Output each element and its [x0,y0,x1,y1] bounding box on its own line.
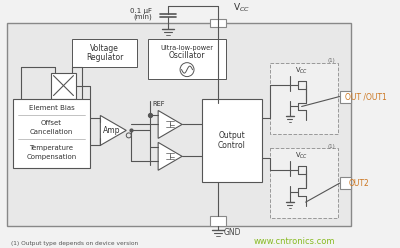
Bar [148,39,226,79]
Text: (min): (min) [134,14,152,20]
Text: Regulator: Regulator [86,53,124,62]
Polygon shape [100,116,126,145]
Bar [340,177,352,189]
Text: Temperature: Temperature [30,145,74,151]
Text: GND: GND [223,228,241,237]
Bar [50,73,76,98]
Text: Output: Output [218,131,245,140]
Text: (1): (1) [328,144,336,149]
Bar [210,216,226,226]
Text: 0.1 μF: 0.1 μF [130,8,152,14]
Text: Element Bias: Element Bias [29,105,74,112]
Text: Oscillator: Oscillator [169,51,205,60]
Bar [210,19,226,27]
Bar [270,148,338,218]
Bar [72,39,137,67]
Text: REF: REF [152,100,165,106]
Polygon shape [158,142,182,170]
Text: Offset: Offset [41,121,62,126]
Text: Cancellation: Cancellation [30,129,73,135]
Text: Voltage: Voltage [90,44,119,53]
Text: Amp: Amp [102,126,120,135]
Bar [7,23,352,226]
Bar [202,98,262,182]
Text: Control: Control [218,141,246,150]
Text: V$_{CC}$: V$_{CC}$ [295,65,308,76]
Text: OUT2: OUT2 [349,179,370,188]
Bar [340,91,352,102]
Text: (1) Output type depends on device version: (1) Output type depends on device versio… [11,241,138,246]
Polygon shape [158,110,182,138]
Text: www.cntronics.com: www.cntronics.com [254,237,336,246]
Text: OUT /OUT1: OUT /OUT1 [344,92,386,101]
Bar [270,63,338,134]
Text: (1): (1) [328,58,336,63]
Text: Compensation: Compensation [26,154,77,160]
Text: V$_{CC}$: V$_{CC}$ [233,1,250,14]
Bar [13,98,90,168]
Text: V$_{CC}$: V$_{CC}$ [295,151,308,161]
Text: Ultra-low-power: Ultra-low-power [160,45,214,51]
